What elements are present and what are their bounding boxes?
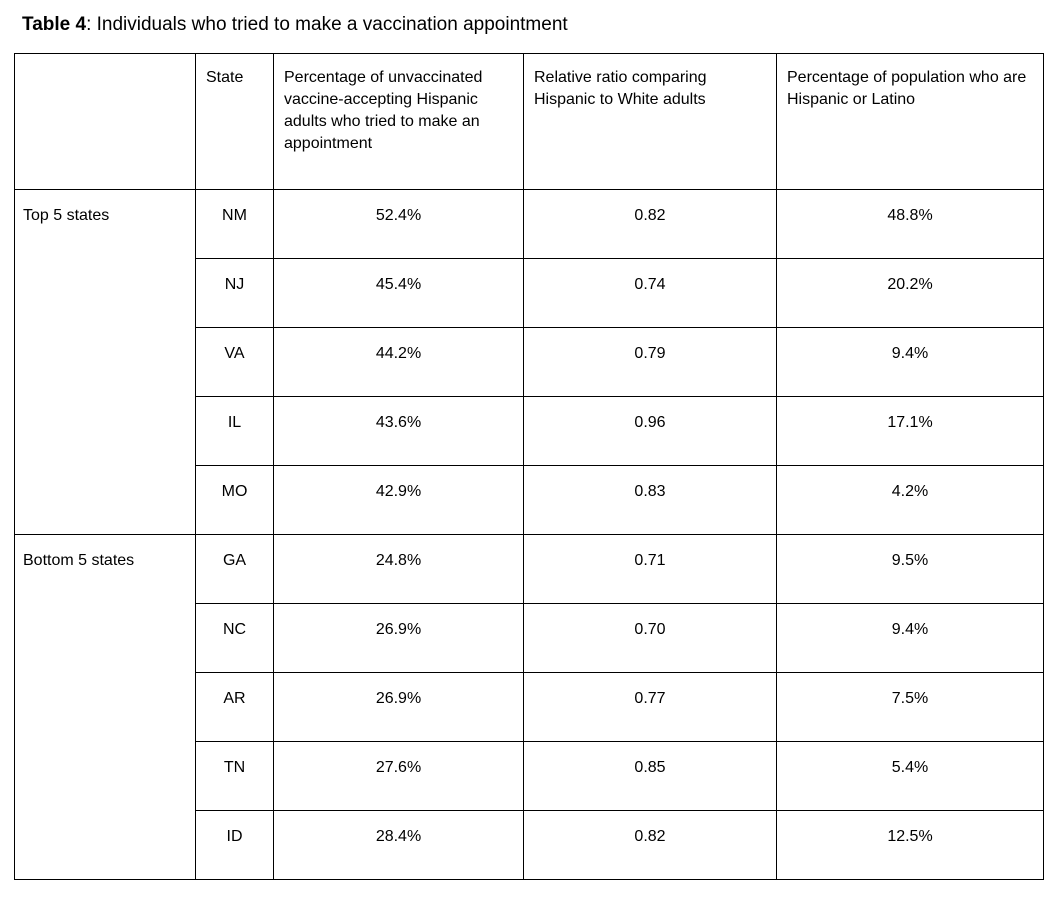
relative-ratio-cell: 0.96 bbox=[523, 396, 777, 466]
table-row: Bottom 5 states GA 24.8% 0.71 9.5% bbox=[14, 534, 1044, 880]
state-cell: NJ bbox=[195, 258, 274, 328]
pct-tried-cell: 44.2% bbox=[273, 327, 524, 397]
pct-population-cell: 4.2% bbox=[776, 465, 1044, 535]
pct-population-cell: 12.5% bbox=[776, 810, 1044, 880]
table-title-label: Table 4 bbox=[22, 14, 87, 35]
table-row: VA 44.2% 0.79 9.4% bbox=[15, 327, 1044, 397]
pct-tried-cell: 43.6% bbox=[273, 396, 524, 466]
state-cell: GA bbox=[195, 534, 274, 604]
group-cell-bottom5: Bottom 5 states bbox=[14, 534, 196, 880]
state-cell: TN bbox=[195, 741, 274, 811]
table-row: AR 26.9% 0.77 7.5% bbox=[15, 672, 1044, 742]
pct-tried-cell: 24.8% bbox=[273, 534, 524, 604]
table-row: Top 5 states NM 52.4% 0.82 48.8% bbox=[14, 189, 1044, 535]
state-cell: IL bbox=[195, 396, 274, 466]
table-row: TN 27.6% 0.85 5.4% bbox=[15, 741, 1044, 811]
table-row: MO 42.9% 0.83 4.2% bbox=[15, 465, 1044, 535]
state-cell: ID bbox=[195, 810, 274, 880]
state-cell: AR bbox=[195, 672, 274, 742]
relative-ratio-cell: 0.77 bbox=[523, 672, 777, 742]
table-row: ID 28.4% 0.82 12.5% bbox=[15, 810, 1044, 880]
pct-tried-cell: 42.9% bbox=[273, 465, 524, 535]
relative-ratio-cell: 0.70 bbox=[523, 603, 777, 673]
data-table: State Percentage of unvaccinated vaccine… bbox=[14, 53, 1044, 880]
relative-ratio-cell: 0.82 bbox=[523, 810, 777, 880]
table-row: IL 43.6% 0.96 17.1% bbox=[15, 396, 1044, 466]
state-cell: NM bbox=[195, 189, 274, 259]
pct-population-cell: 5.4% bbox=[776, 741, 1044, 811]
pct-population-cell: 7.5% bbox=[776, 672, 1044, 742]
pct-tried-cell: 26.9% bbox=[273, 672, 524, 742]
relative-ratio-cell: 0.74 bbox=[523, 258, 777, 328]
table-row: NJ 45.4% 0.74 20.2% bbox=[15, 258, 1044, 328]
relative-ratio-cell: 0.71 bbox=[523, 534, 777, 604]
table-title-text: : Individuals who tried to make a vaccin… bbox=[86, 14, 568, 35]
pct-population-cell: 9.5% bbox=[776, 534, 1044, 604]
relative-ratio-cell: 0.83 bbox=[523, 465, 777, 535]
pct-tried-cell: 27.6% bbox=[273, 741, 524, 811]
pct-tried-cell: 45.4% bbox=[273, 258, 524, 328]
pct-population-cell: 9.4% bbox=[776, 603, 1044, 673]
header-state: State bbox=[195, 53, 274, 190]
state-cell: MO bbox=[195, 465, 274, 535]
pct-tried-cell: 28.4% bbox=[273, 810, 524, 880]
pct-population-cell: 20.2% bbox=[776, 258, 1044, 328]
pct-population-cell: 48.8% bbox=[776, 189, 1044, 259]
header-blank bbox=[14, 53, 196, 190]
pct-tried-cell: 52.4% bbox=[273, 189, 524, 259]
group-cell-top5: Top 5 states bbox=[14, 189, 196, 535]
table-title: Table 4: Individuals who tried to make a… bbox=[22, 13, 1064, 37]
table-row: NC 26.9% 0.70 9.4% bbox=[15, 603, 1044, 673]
header-relative-ratio: Relative ratio comparing Hispanic to Whi… bbox=[523, 53, 777, 190]
relative-ratio-cell: 0.79 bbox=[523, 327, 777, 397]
pct-tried-cell: 26.9% bbox=[273, 603, 524, 673]
relative-ratio-cell: 0.85 bbox=[523, 741, 777, 811]
state-cell: VA bbox=[195, 327, 274, 397]
pct-population-cell: 9.4% bbox=[776, 327, 1044, 397]
pct-population-cell: 17.1% bbox=[776, 396, 1044, 466]
relative-ratio-cell: 0.82 bbox=[523, 189, 777, 259]
state-cell: NC bbox=[195, 603, 274, 673]
header-row: State Percentage of unvaccinated vaccine… bbox=[14, 53, 1044, 190]
header-pct-tried: Percentage of unvaccinated vaccine-accep… bbox=[273, 53, 524, 190]
header-pct-population: Percentage of population who are Hispani… bbox=[776, 53, 1044, 190]
